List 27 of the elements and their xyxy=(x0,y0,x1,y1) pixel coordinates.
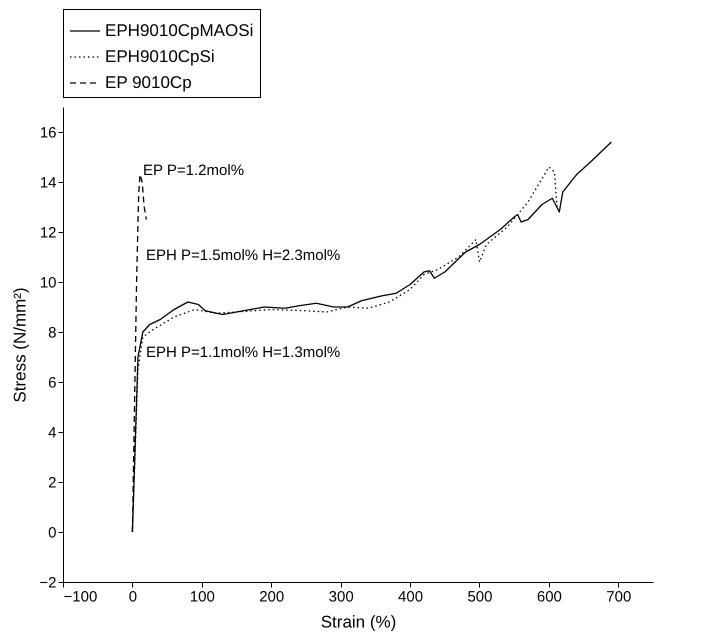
x-tick-label: 500 xyxy=(467,588,492,606)
x-tick-label: 300 xyxy=(328,588,354,606)
y-tick-label: 16 xyxy=(40,124,56,142)
y-tick-label: 12 xyxy=(40,224,56,242)
annotation: EPH P=1.5mol% H=2.3mol% xyxy=(146,247,340,264)
y-tick-label: 0 xyxy=(48,524,56,542)
y-tick-label: 6 xyxy=(48,374,56,392)
y-axis-title: Stress (N/mm²) xyxy=(10,287,30,403)
y-tick-label: 14 xyxy=(40,174,56,192)
annotation: EPH P=1.1mol% H=1.3mol% xyxy=(146,344,340,361)
y-tick-label: 2 xyxy=(48,474,56,492)
x-axis-title: Strain (%) xyxy=(320,612,396,632)
y-tick-label: 8 xyxy=(48,324,56,342)
y-tick-label: 4 xyxy=(48,424,56,442)
x-tick-label: 400 xyxy=(398,588,424,606)
x-tick-label: 200 xyxy=(259,588,284,606)
y-tick-label: 10 xyxy=(40,274,56,292)
x-tick-label: 600 xyxy=(536,588,562,606)
x-tick-label: −100 xyxy=(64,588,98,606)
x-tick-label: 700 xyxy=(606,588,632,606)
legend-label: EP 9010Cp xyxy=(105,73,192,92)
x-tick-label: 100 xyxy=(190,588,215,606)
y-tick-label: −2 xyxy=(39,574,56,592)
annotation: EP P=1.2mol% xyxy=(143,162,244,179)
legend-label: EPH9010CpMAOSi xyxy=(105,21,254,40)
legend-label: EPH9010CpSi xyxy=(105,47,215,66)
x-tick-label: 0 xyxy=(128,588,138,606)
